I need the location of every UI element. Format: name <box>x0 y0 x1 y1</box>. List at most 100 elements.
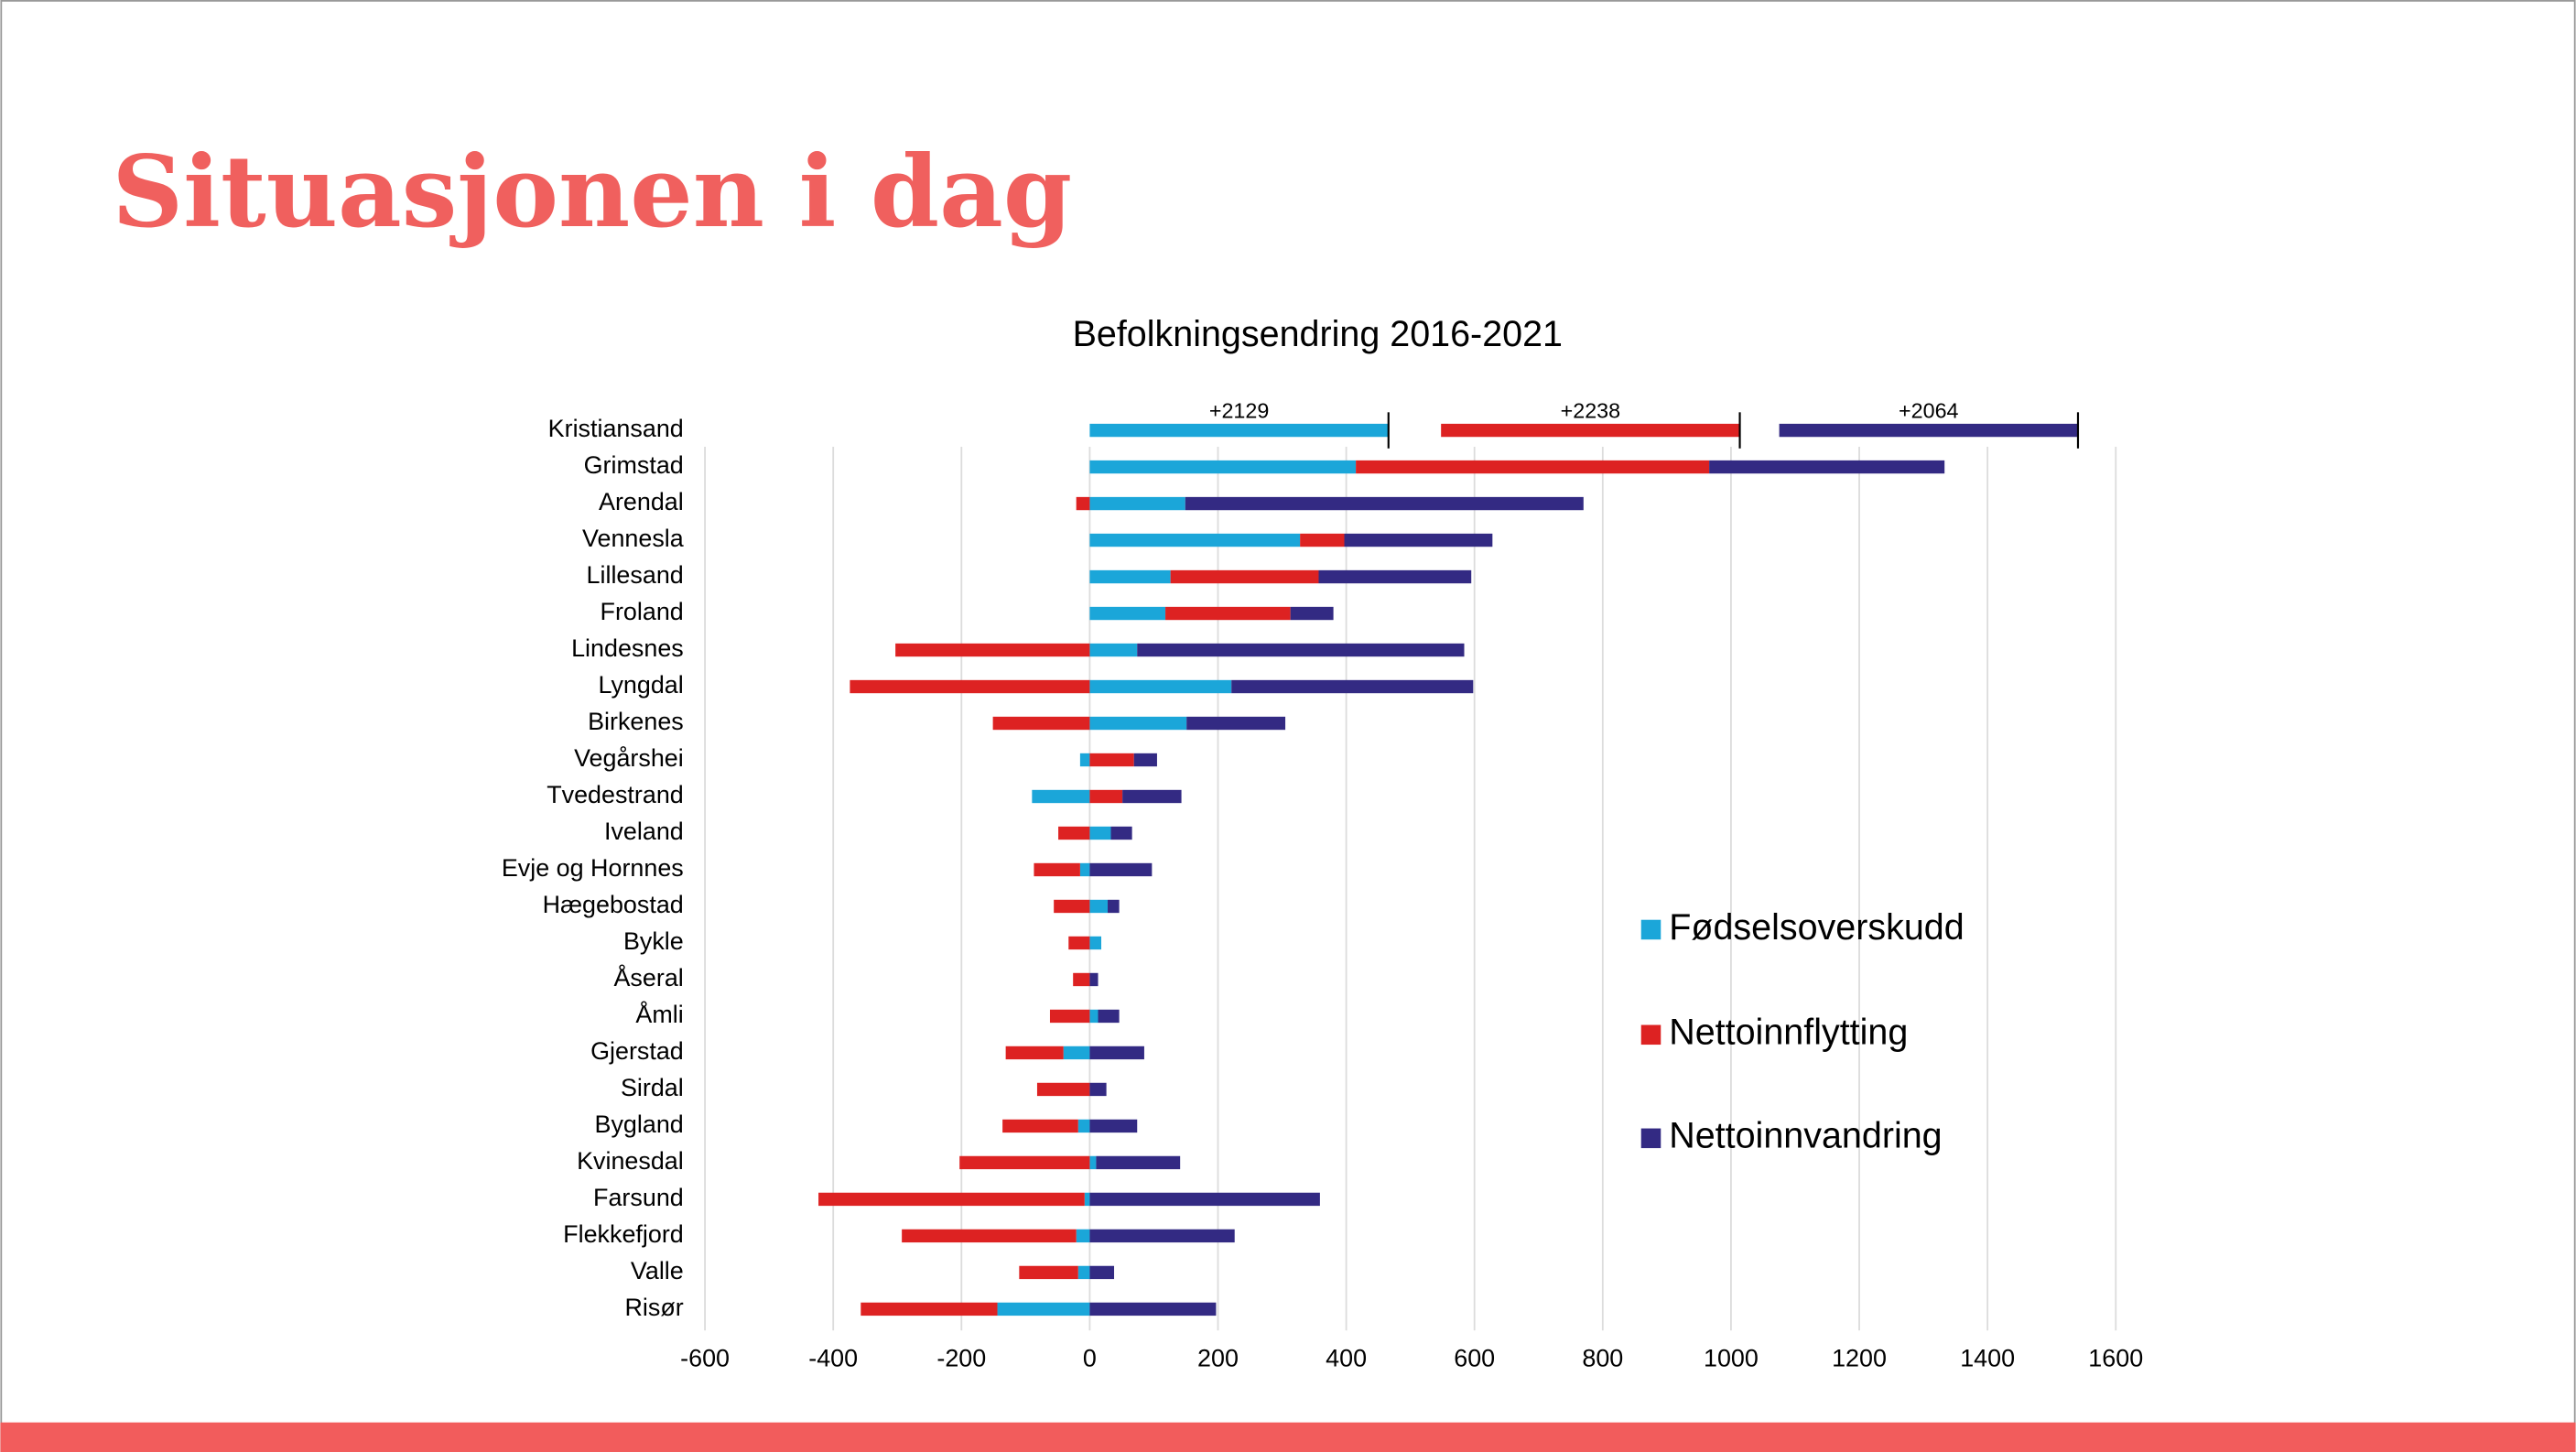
bar-segment <box>1089 569 1171 584</box>
bar-segment <box>1049 1009 1090 1024</box>
legend-label: Nettoinnvandring <box>1669 1116 1942 1156</box>
category-label: Arendal <box>599 488 684 515</box>
bar-segment <box>1076 1229 1090 1243</box>
bar-segment <box>1089 496 1185 511</box>
bar-segment <box>1089 936 1102 950</box>
bar-segment <box>895 643 1090 657</box>
slide-title: Situasjonen i dag <box>112 135 1072 250</box>
category-label: Hægebostad <box>543 891 684 918</box>
category-label: Bygland <box>595 1111 684 1138</box>
bar-segment-broken <box>1441 423 1740 438</box>
value-label: +2129 <box>1209 398 1269 422</box>
legend-label: Fødselsoverskudd <box>1669 907 1964 948</box>
bar-segment <box>992 716 1090 731</box>
bar-segment <box>1108 899 1120 914</box>
category-label: Bykle <box>623 927 684 955</box>
bar-segment <box>1077 1119 1090 1133</box>
bar-segment <box>959 1155 1090 1170</box>
value-label: +2064 <box>1899 398 1959 422</box>
bar-segment <box>1036 1082 1090 1097</box>
category-label: Sirdal <box>621 1074 684 1101</box>
bar-segment <box>1034 862 1080 877</box>
bar-segment <box>1231 679 1474 694</box>
bar-segment <box>1089 1082 1107 1097</box>
bar-segment <box>1054 899 1090 914</box>
bar-segment <box>1122 789 1182 804</box>
bar-segment <box>1098 1009 1120 1024</box>
bar-segment-broken <box>1089 423 1389 438</box>
category-label: Vennesla <box>582 525 684 552</box>
x-tick-label: -400 <box>808 1345 858 1372</box>
bar-segment <box>1089 1155 1097 1170</box>
bar-segment <box>1089 1192 1320 1207</box>
x-tick-label: 400 <box>1326 1345 1367 1372</box>
bar-segment <box>1170 569 1319 584</box>
category-label: Lyngdal <box>598 671 683 699</box>
category-label: Farsund <box>593 1184 684 1211</box>
x-tick-label: 1400 <box>1960 1345 2015 1372</box>
bar-segment <box>1709 460 1945 474</box>
x-tick-label: 800 <box>1582 1345 1623 1372</box>
bar-segment <box>1186 716 1286 731</box>
bar-segment <box>1318 569 1472 584</box>
bar-segment <box>1110 826 1132 840</box>
bar-segment <box>1356 460 1710 474</box>
bar-segment <box>1089 826 1111 840</box>
bar-segment <box>818 1192 1085 1207</box>
bar-segment <box>1076 496 1090 511</box>
bar-segment <box>1089 1302 1217 1317</box>
x-tick-label: 1600 <box>2088 1345 2143 1372</box>
value-label: +2238 <box>1561 398 1620 422</box>
bar-segment <box>1019 1265 1078 1280</box>
category-label: Froland <box>601 598 684 625</box>
bar-segment <box>1300 533 1345 547</box>
bar-segment <box>1089 1265 1115 1280</box>
bar-segment <box>1089 1009 1099 1024</box>
bar-segment <box>1058 826 1090 840</box>
category-label: Kristiansand <box>548 415 684 442</box>
bar-segment <box>1032 789 1090 804</box>
bar-segment-broken <box>1779 423 2078 438</box>
bar-segment <box>1002 1119 1078 1133</box>
bar-segment <box>860 1302 998 1317</box>
x-tick-label: 0 <box>1083 1345 1097 1372</box>
bar-segment <box>1089 972 1099 987</box>
bar-segment <box>997 1302 1090 1317</box>
category-label: Evje og Hornnes <box>502 854 684 882</box>
bar-segment <box>1089 679 1232 694</box>
x-tick-label: -200 <box>936 1345 986 1372</box>
category-label: Flekkefjord <box>563 1220 684 1248</box>
bar-segment <box>1005 1046 1064 1060</box>
bar-segment <box>1089 606 1166 621</box>
bar-segment <box>1079 753 1090 767</box>
bar-segment <box>1089 1119 1138 1133</box>
bar-segment <box>1133 753 1157 767</box>
bar-segment <box>1165 606 1291 621</box>
bar-segment <box>1089 862 1153 877</box>
x-tick-label: 1200 <box>1832 1345 1887 1372</box>
category-label: Vegårshei <box>574 744 684 772</box>
chart-title: Befolkningsendring 2016-2021 <box>1073 314 1563 354</box>
bar-segment <box>1089 460 1357 474</box>
legend-swatch <box>1640 1024 1661 1046</box>
x-tick-label: 1000 <box>1704 1345 1759 1372</box>
bar-segment <box>1089 1046 1144 1060</box>
bar-segment <box>1079 862 1090 877</box>
category-label: Åseral <box>613 963 683 991</box>
bar-segment <box>1073 972 1090 987</box>
bar-segment <box>1089 643 1138 657</box>
bar-segment <box>1089 753 1134 767</box>
bar-segment <box>1137 643 1465 657</box>
category-label: Grimstad <box>584 451 684 479</box>
x-tick-label: 200 <box>1197 1345 1239 1372</box>
x-tick-label: 600 <box>1454 1345 1495 1372</box>
bar-segment <box>1077 1265 1090 1280</box>
bar-segment <box>1089 1229 1235 1243</box>
bar-segment <box>1096 1155 1181 1170</box>
bar-segment <box>1290 606 1334 621</box>
footer-bar <box>0 1422 2576 1452</box>
bar-segment <box>1089 716 1187 731</box>
